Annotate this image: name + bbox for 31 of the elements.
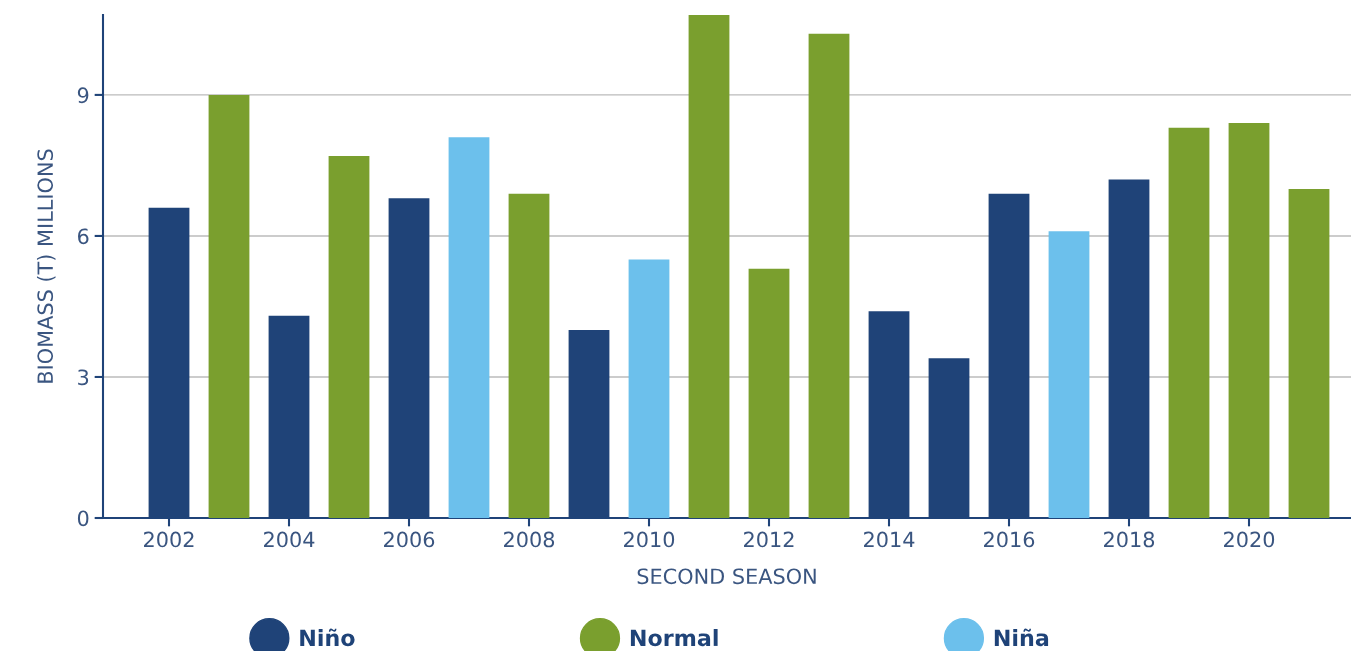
y-tick-label: 0 <box>77 510 89 527</box>
y-axis-title: BIOMASS (T) MILLIONS <box>36 149 56 383</box>
x-tick-label: 2012 <box>744 531 794 548</box>
bar <box>1048 231 1090 518</box>
bar <box>448 137 490 518</box>
bar <box>748 268 790 518</box>
bar <box>328 156 370 518</box>
bar <box>808 33 850 518</box>
legend-label: Niña <box>994 628 1049 647</box>
bar <box>688 15 730 518</box>
legend-label: Normal <box>630 629 718 647</box>
x-tick-label: 2010 <box>624 531 675 548</box>
bar <box>628 259 670 518</box>
bar <box>1288 188 1330 518</box>
bar <box>1228 123 1270 518</box>
x-tick-label: 2016 <box>984 531 1035 548</box>
x-tick-label: 2014 <box>864 531 915 548</box>
legend-label: Niño <box>300 628 355 647</box>
x-tick-label: 2018 <box>1104 531 1155 548</box>
x-tick-label: 2020 <box>1224 531 1275 548</box>
x-axis-title: SECOND SEASON <box>637 568 816 585</box>
bar <box>1168 127 1210 518</box>
bar <box>208 94 250 518</box>
y-tick-label: 9 <box>77 87 89 104</box>
y-tick-label: 6 <box>78 228 89 245</box>
y-tick-label: 3 <box>78 369 89 386</box>
x-tick-label: 2006 <box>384 531 435 548</box>
x-tick-label: 2004 <box>264 531 315 548</box>
bar <box>508 193 550 518</box>
x-tick-label: 2002 <box>144 531 194 548</box>
x-tick-label: 2008 <box>504 531 555 548</box>
